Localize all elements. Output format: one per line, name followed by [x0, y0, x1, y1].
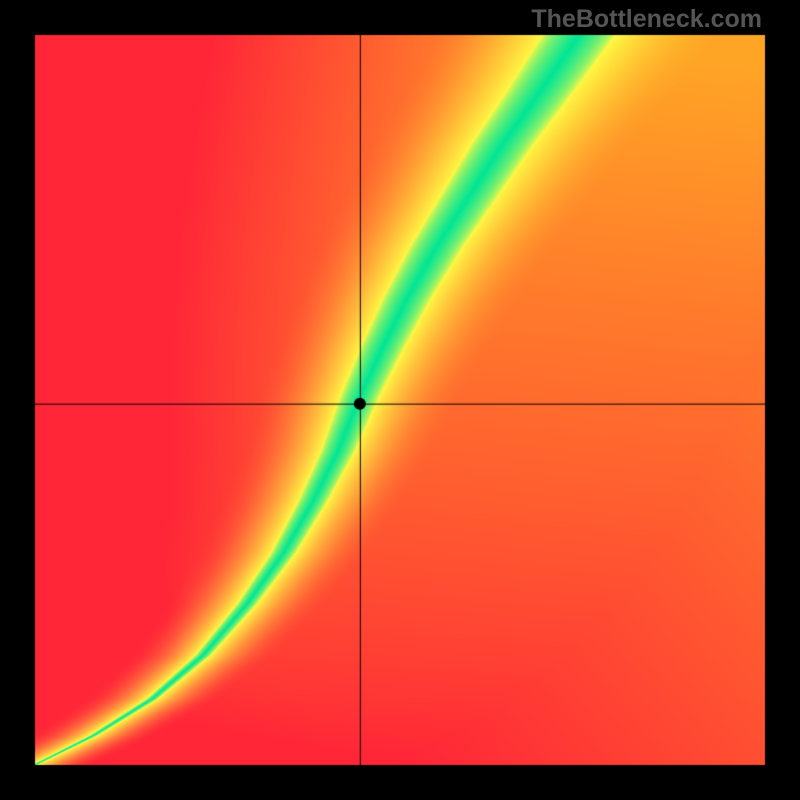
bottleneck-heatmap — [0, 0, 800, 800]
watermark-text: TheBottleneck.com — [531, 5, 762, 34]
